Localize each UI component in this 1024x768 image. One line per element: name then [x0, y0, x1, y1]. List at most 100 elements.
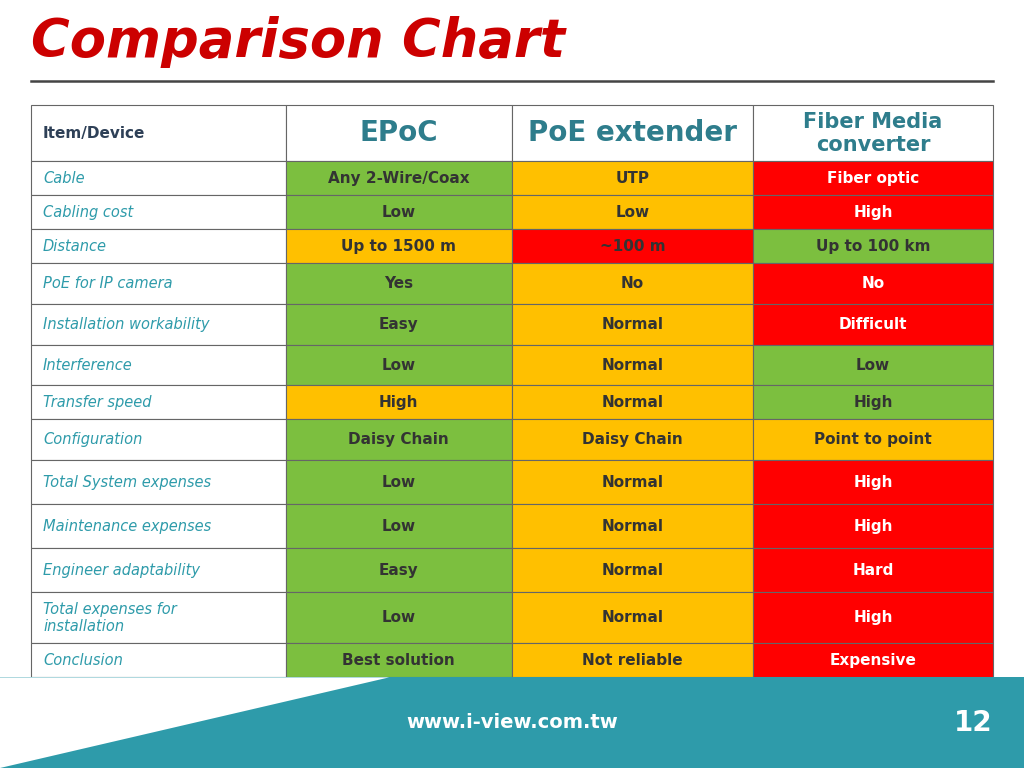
Text: Hard: Hard [852, 563, 894, 578]
Text: Distance: Distance [43, 239, 106, 253]
Text: No: No [861, 276, 885, 291]
Text: Up to 100 km: Up to 100 km [816, 239, 930, 253]
Bar [753, 644, 993, 677]
Bar [753, 263, 993, 304]
Bar [512, 592, 753, 644]
Bar [512, 419, 753, 460]
Bar [286, 229, 512, 263]
Text: Interference: Interference [43, 358, 133, 372]
Bar [31, 304, 286, 345]
Bar [753, 229, 993, 263]
Bar [753, 345, 993, 386]
Text: Item/Device: Item/Device [43, 126, 145, 141]
Text: Fiber optic: Fiber optic [826, 170, 920, 186]
Bar [31, 195, 286, 229]
Bar [286, 644, 512, 677]
Text: High: High [853, 519, 893, 534]
Bar [753, 505, 993, 548]
Text: Installation workability: Installation workability [43, 316, 210, 332]
Bar [286, 505, 512, 548]
Bar [512, 161, 753, 195]
Bar [286, 345, 512, 386]
Text: Cabling cost: Cabling cost [43, 205, 133, 220]
Bar [512, 505, 753, 548]
Text: High: High [853, 395, 893, 410]
Bar [753, 548, 993, 592]
Text: Low: Low [856, 358, 890, 372]
Text: High: High [853, 611, 893, 625]
Bar [512, 460, 753, 505]
Bar [512, 195, 753, 229]
Text: Low: Low [382, 519, 416, 534]
Text: 12: 12 [953, 709, 992, 737]
Text: ~100 m: ~100 m [599, 239, 666, 253]
Bar [753, 195, 993, 229]
Text: High: High [853, 205, 893, 220]
Text: Normal: Normal [601, 316, 664, 332]
Bar [31, 644, 286, 677]
Bar [753, 161, 993, 195]
Text: Normal: Normal [601, 563, 664, 578]
Text: Transfer speed: Transfer speed [43, 395, 152, 410]
Text: Fiber Media
converter: Fiber Media converter [804, 111, 942, 155]
Text: Low: Low [382, 205, 416, 220]
Text: Comparison Chart: Comparison Chart [31, 16, 565, 68]
Bar [31, 386, 286, 419]
Bar [286, 195, 512, 229]
Text: UTP: UTP [615, 170, 649, 186]
Text: Low: Low [382, 611, 416, 625]
Text: High: High [379, 395, 419, 410]
Bar [286, 263, 512, 304]
Text: High: High [853, 475, 893, 490]
Polygon shape [0, 677, 389, 768]
Text: PoE extender: PoE extender [527, 119, 737, 147]
Bar [286, 304, 512, 345]
Text: Normal: Normal [601, 611, 664, 625]
Bar [753, 460, 993, 505]
Bar [753, 304, 993, 345]
Bar [31, 229, 286, 263]
Text: Yes: Yes [384, 276, 414, 291]
Text: Total System expenses: Total System expenses [43, 475, 211, 490]
Bar [31, 548, 286, 592]
Bar [512, 644, 753, 677]
Text: Low: Low [382, 475, 416, 490]
Text: Daisy Chain: Daisy Chain [582, 432, 683, 447]
Text: Configuration: Configuration [43, 432, 142, 447]
Text: Easy: Easy [379, 563, 419, 578]
Bar [31, 419, 286, 460]
Bar [286, 460, 512, 505]
Text: Engineer adaptability: Engineer adaptability [43, 563, 200, 578]
Bar [31, 263, 286, 304]
Text: Cable: Cable [43, 170, 85, 186]
Bar [286, 592, 512, 644]
Bar [286, 161, 512, 195]
Text: Expensive: Expensive [829, 653, 916, 668]
Text: www.i-view.com.tw: www.i-view.com.tw [407, 713, 617, 732]
Bar [31, 161, 286, 195]
Text: Best solution: Best solution [342, 653, 455, 668]
Text: Low: Low [615, 205, 649, 220]
Bar [31, 460, 286, 505]
Bar [0, 677, 1024, 768]
Bar [512, 105, 753, 161]
Text: EPoC: EPoC [359, 119, 438, 147]
Text: Total expenses for
installation: Total expenses for installation [43, 602, 177, 634]
Text: No: No [621, 276, 644, 291]
Text: Easy: Easy [379, 316, 419, 332]
Text: Point to point: Point to point [814, 432, 932, 447]
Text: Normal: Normal [601, 475, 664, 490]
Bar [512, 263, 753, 304]
Text: Normal: Normal [601, 358, 664, 372]
Bar [31, 105, 286, 161]
Text: Conclusion: Conclusion [43, 653, 123, 668]
Text: Normal: Normal [601, 395, 664, 410]
Bar [753, 419, 993, 460]
Bar [512, 548, 753, 592]
Bar [753, 386, 993, 419]
Text: Daisy Chain: Daisy Chain [348, 432, 450, 447]
Bar [512, 386, 753, 419]
Bar [31, 505, 286, 548]
Text: Normal: Normal [601, 519, 664, 534]
Bar [286, 419, 512, 460]
